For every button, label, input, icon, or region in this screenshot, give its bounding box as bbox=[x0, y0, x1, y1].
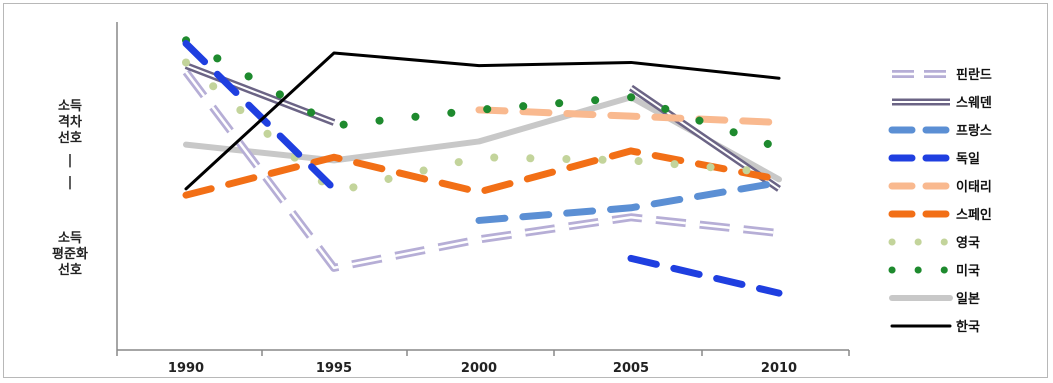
series-핀란드 bbox=[182, 69, 780, 272]
series-이태리 bbox=[475, 106, 783, 126]
chart-frame: 소득 격차 선호 | | 소득 평준화 선호 1990 1995 2000 2005 2010 핀란드… bbox=[3, 3, 1048, 378]
series-독일 bbox=[182, 39, 783, 297]
legend-item: 이태리 bbox=[888, 179, 992, 195]
series-line bbox=[182, 39, 338, 193]
legend-item: 영국 bbox=[888, 236, 980, 251]
legend-label: 프랑스 bbox=[956, 124, 992, 139]
y-label-top-line: 격차 bbox=[58, 114, 82, 130]
series-lines bbox=[182, 36, 783, 297]
x-tick-labels: 1990 1995 2000 2005 2010 bbox=[168, 361, 797, 376]
legend-label: 스페인 bbox=[956, 207, 992, 223]
legend-label: 이태리 bbox=[956, 179, 992, 195]
x-tick-label: 1995 bbox=[316, 361, 352, 376]
legend-item: 프랑스 bbox=[888, 124, 992, 139]
series-line bbox=[182, 147, 783, 199]
series-한국 bbox=[184, 51, 781, 191]
legend-item: 미국 bbox=[888, 263, 980, 279]
legend-label: 미국 bbox=[956, 263, 980, 279]
y-label-top-line: 선호 bbox=[58, 130, 82, 146]
legend-label: 영국 bbox=[956, 236, 980, 251]
x-tick-label: 2010 bbox=[761, 361, 797, 376]
legend-label: 스웨덴 bbox=[956, 95, 992, 111]
legend-label: 독일 bbox=[956, 152, 980, 167]
legend-label: 한국 bbox=[956, 319, 980, 335]
legend-item: 스페인 bbox=[888, 207, 992, 223]
x-tick-label: 2000 bbox=[461, 361, 497, 376]
x-tick-marks bbox=[116, 350, 850, 356]
legend-item: 스웨덴 bbox=[892, 95, 992, 111]
series-line bbox=[185, 71, 780, 270]
series-line bbox=[475, 106, 783, 126]
y-label-bottom-line: 평준화 bbox=[52, 246, 88, 262]
x-tick-label: 2005 bbox=[613, 361, 649, 376]
legend-label: 핀란드 bbox=[956, 67, 992, 83]
y-label-bottom-line: 소득 bbox=[58, 231, 82, 246]
y-label-bottom-line: 선호 bbox=[58, 262, 82, 278]
legend-item: 일본 bbox=[889, 292, 980, 307]
x-tick-label: 1990 bbox=[168, 361, 204, 376]
legend-item: 핀란드 bbox=[892, 67, 992, 83]
series-스페인 bbox=[182, 147, 783, 199]
series-line bbox=[627, 254, 783, 297]
series-line bbox=[184, 51, 781, 191]
y-label-top-line: 소득 bbox=[58, 99, 82, 114]
y-label-separator: | bbox=[68, 175, 73, 190]
series-프랑스 bbox=[475, 179, 783, 224]
legend-label: 일본 bbox=[956, 292, 980, 307]
y-label-separator: | bbox=[68, 153, 73, 168]
legend-item: 한국 bbox=[890, 319, 980, 335]
series-line bbox=[475, 179, 783, 224]
legend-item: 독일 bbox=[888, 152, 980, 167]
